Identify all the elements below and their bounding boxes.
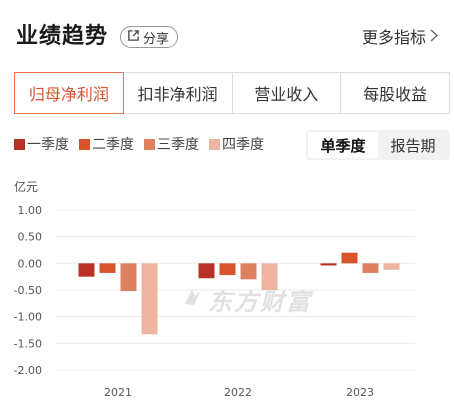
bar-2022-二季度[interactable]: [219, 263, 236, 276]
y-tick-label: 0.00: [18, 257, 43, 270]
legend-swatch-q3: [144, 138, 155, 150]
watermark-logo-icon: [182, 286, 204, 314]
bar-2021-四季度[interactable]: [141, 263, 158, 335]
more-indicators-link[interactable]: 更多指标: [361, 24, 439, 48]
tab-net-profit[interactable]: 归母净利润: [14, 72, 124, 114]
bar-2023-一季度[interactable]: [320, 263, 337, 266]
tab-eps[interactable]: 每股收益: [363, 85, 428, 104]
watermark: 东方财富: [182, 282, 312, 317]
period-toggle: 单季度 报告期: [306, 130, 450, 160]
header: 业绩趋势 分享 更多指标: [16, 18, 442, 50]
legend-item-q3[interactable]: 三季度: [144, 134, 199, 154]
y-tick-label: -1.00: [14, 311, 42, 324]
legend-label-q1: 一季度: [27, 137, 69, 153]
y-tick-label: 0.50: [18, 231, 43, 244]
x-category-label: 2022: [224, 386, 252, 399]
bar-2023-二季度[interactable]: [341, 252, 358, 264]
bar-2023-四季度[interactable]: [383, 263, 400, 270]
legend-swatch-q1: [14, 138, 25, 150]
bar-2022-一季度[interactable]: [198, 263, 215, 279]
legend-label-q4: 四季度: [222, 137, 264, 153]
legend-label-q2: 二季度: [92, 137, 134, 153]
metric-tabs: 归母净利润 扣非净利润 营业收入 每股收益: [14, 72, 450, 114]
y-tick-label: -2.00: [14, 364, 42, 377]
y-tick-label: -0.50: [14, 284, 42, 297]
quarterly-profit-chart: 1.00 0.50 0.00 -0.50 -1.00 -1.50 -2.00 2021 2022…: [14, 204, 415, 399]
tab-revenue[interactable]: 营业收入: [233, 73, 342, 113]
legend-item-q4[interactable]: 四季度: [209, 134, 264, 154]
bar-2021-二季度[interactable]: [99, 263, 116, 273]
x-category-label: 2021: [104, 386, 132, 399]
more-indicators-label: 更多指标: [361, 28, 426, 47]
share-button[interactable]: 分享: [120, 26, 179, 48]
bar-2023-三季度[interactable]: [362, 263, 379, 273]
legend-swatch-q2: [79, 138, 90, 150]
share-label: 分享: [143, 31, 170, 47]
y-tick-label: 1.00: [18, 204, 43, 217]
x-category-label: 2023: [346, 386, 374, 399]
chevron-right-icon: [430, 27, 439, 46]
y-tick-label: -1.50: [14, 337, 42, 350]
chart-legend: 一季度 二季度 三季度 四季度: [14, 134, 264, 154]
legend-item-q1[interactable]: 一季度: [14, 134, 69, 154]
bar-2022-四季度[interactable]: [261, 263, 278, 290]
toggle-report-period[interactable]: 报告期: [390, 136, 436, 155]
toggle-single-quarter[interactable]: 单季度: [308, 132, 378, 158]
tab-deducted-net-profit[interactable]: 扣非净利润: [124, 73, 233, 113]
legend-swatch-q4: [209, 138, 220, 150]
bar-2021-三季度[interactable]: [120, 263, 137, 292]
legend-label-q3: 三季度: [157, 137, 199, 153]
bar-2021-一季度[interactable]: [78, 263, 95, 277]
share-icon: [127, 29, 140, 46]
bar-2022-三季度[interactable]: [240, 263, 257, 280]
y-axis-unit: 亿元: [14, 180, 39, 194]
legend-item-q2[interactable]: 二季度: [79, 134, 134, 154]
page-title: 业绩趋势: [16, 24, 109, 49]
watermark-text: 东方财富: [208, 288, 312, 316]
